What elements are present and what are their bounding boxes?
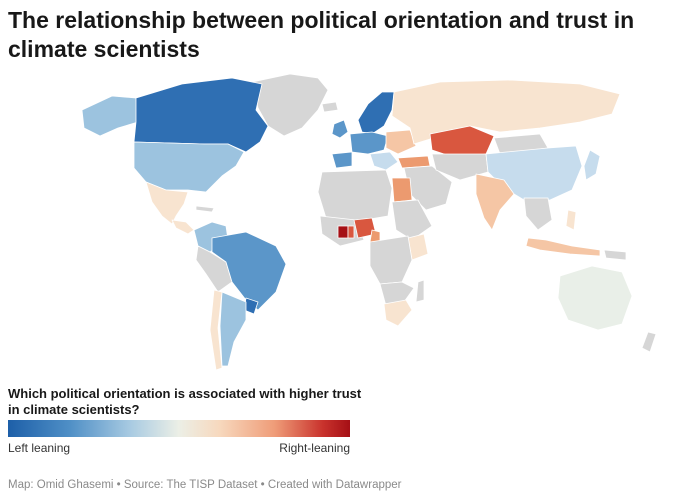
ghana xyxy=(347,225,355,239)
peru xyxy=(195,245,233,293)
central-america xyxy=(171,219,195,235)
greenland xyxy=(251,73,329,137)
legend-left-label: Left leaning xyxy=(8,441,71,455)
sudan xyxy=(391,199,433,241)
new-zealand xyxy=(641,331,657,353)
egypt xyxy=(391,177,413,203)
scandinavia xyxy=(357,91,395,135)
footer-credits: Map: Omid Ghasemi • Source: The TISP Dat… xyxy=(8,479,402,491)
central-asia xyxy=(431,153,489,181)
russia xyxy=(391,79,621,145)
south-africa xyxy=(383,299,413,327)
western-europe xyxy=(349,131,389,155)
philippines xyxy=(565,209,577,231)
australia xyxy=(557,265,633,331)
madagascar xyxy=(415,279,425,303)
japan xyxy=(583,149,601,181)
southeast-asia xyxy=(523,197,553,231)
north-africa xyxy=(317,169,393,223)
india xyxy=(475,173,515,231)
legend-title: Which political orientation is associate… xyxy=(8,386,362,417)
alaska xyxy=(81,95,139,137)
world-map-svg xyxy=(81,73,657,371)
eastern-europe xyxy=(385,129,417,155)
cuba xyxy=(195,205,215,213)
legend-right-label: Right-leaning xyxy=(279,441,350,455)
cote-divoire xyxy=(337,225,349,239)
mexico xyxy=(145,181,189,225)
southern-europe xyxy=(369,151,399,171)
indonesia xyxy=(525,237,601,257)
brazil xyxy=(211,231,287,311)
uk xyxy=(331,119,349,139)
legend-color-scale xyxy=(8,420,350,437)
iberia xyxy=(331,151,353,169)
usa xyxy=(133,141,245,193)
iceland xyxy=(321,101,339,113)
canada xyxy=(133,77,269,153)
world-map xyxy=(0,70,700,375)
central-africa xyxy=(369,235,413,285)
chart-title: The relationship between political orien… xyxy=(8,7,635,62)
chile xyxy=(209,289,223,371)
southern-africa xyxy=(379,281,415,307)
papua-new-guinea xyxy=(603,249,627,261)
argentina xyxy=(219,291,247,367)
